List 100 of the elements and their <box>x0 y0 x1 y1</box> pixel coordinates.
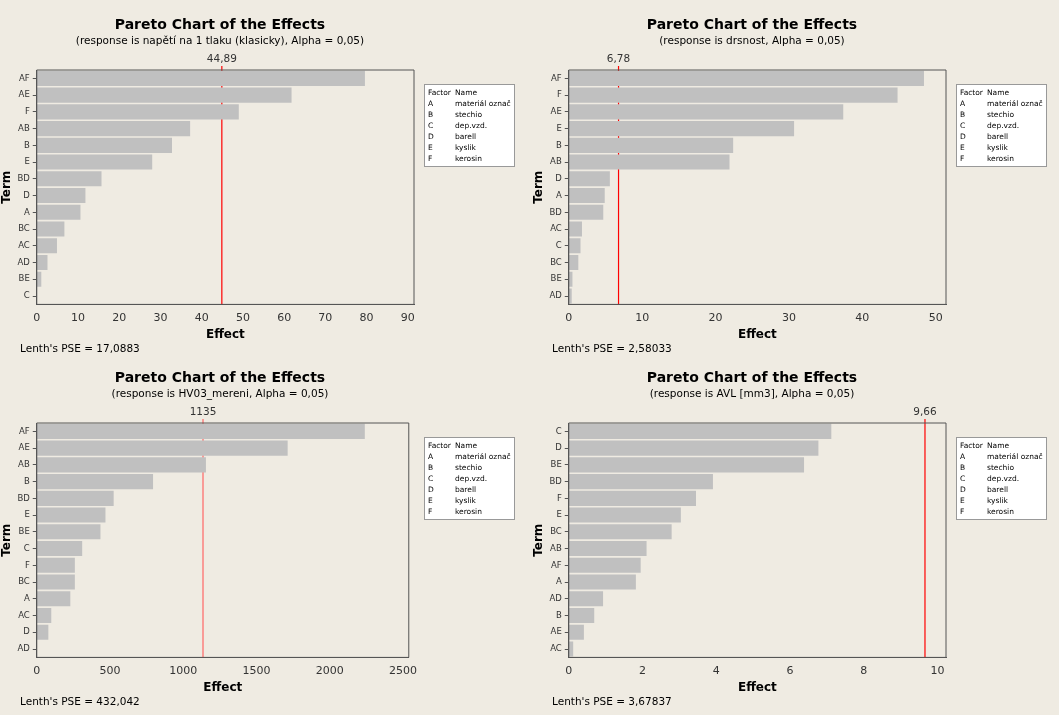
x-tick-label: 20 <box>112 310 127 324</box>
bar <box>568 188 605 204</box>
y-tick-label: AB <box>550 542 562 553</box>
y-tick-label: A <box>23 593 30 603</box>
y-tick-label: AF <box>551 72 562 83</box>
bar <box>36 255 48 271</box>
y-tick-label: E <box>24 509 30 520</box>
y-tick-label: B <box>555 609 562 620</box>
y-tick-label: AB <box>18 122 30 133</box>
x-tick-label: 60 <box>277 310 292 324</box>
y-tick-label: A <box>555 189 562 200</box>
x-axis-title: Effect <box>737 679 778 694</box>
y-tick-label: BD <box>17 173 31 184</box>
x-tick-label: 2500 <box>388 663 417 677</box>
bar <box>568 70 924 86</box>
bar <box>568 541 647 557</box>
bar <box>36 474 154 490</box>
y-tick-label: D <box>555 442 563 453</box>
y-tick-label: AC <box>550 643 562 654</box>
bar <box>36 121 191 137</box>
x-tick-label: 2000 <box>315 663 344 677</box>
x-tick-label: 6 <box>786 663 794 677</box>
y-tick-label: AF <box>19 72 30 83</box>
bar <box>36 70 365 86</box>
y-tick-label: AB <box>550 156 562 167</box>
y-tick-label: AC <box>550 223 562 234</box>
x-tick-label: 0 <box>565 310 573 324</box>
y-tick-label: AD <box>549 290 563 301</box>
y-tick-label: BD <box>17 492 31 503</box>
chart-subtitle: (response is HV03_mereni, Alpha = 0,05) <box>110 387 330 399</box>
bar <box>568 490 696 506</box>
x-tick-label: 2 <box>639 663 647 677</box>
y-tick-label: C <box>23 542 30 553</box>
y-tick-label: B <box>555 139 562 150</box>
y-tick-label: AD <box>17 643 31 654</box>
y-tick-label: D <box>555 173 563 184</box>
x-tick-label: 50 <box>928 310 943 324</box>
x-tick-label: 30 <box>781 310 796 324</box>
x-tick-label: 10 <box>635 310 650 324</box>
x-axis-title: Effect <box>203 679 243 694</box>
y-axis-title: Term <box>0 523 14 557</box>
x-tick-label: 50 <box>235 310 250 324</box>
bar <box>36 188 86 204</box>
x-tick-label: 30 <box>153 310 168 324</box>
y-tick-label: F <box>24 559 30 570</box>
bar <box>568 204 604 220</box>
y-tick-label: B <box>23 139 30 150</box>
y-tick-label: AD <box>17 256 31 267</box>
y-tick-label: F <box>24 106 30 117</box>
y-tick-label: C <box>555 425 562 436</box>
y-tick-label: B <box>23 475 30 486</box>
x-tick-label: 10 <box>71 310 85 324</box>
y-tick-label: AE <box>550 626 562 637</box>
y-tick-label: BD <box>549 206 563 217</box>
y-tick-label: AF <box>551 559 562 570</box>
chart-title: Pareto Chart of the Effects <box>113 369 327 385</box>
x-axis-title: Effect <box>737 326 778 341</box>
y-tick-label: C <box>23 290 30 301</box>
ref-line-label: 44,89 <box>206 52 237 65</box>
text: Lenth's PSE = 432,042 <box>20 695 140 707</box>
y-axis-title: Term <box>531 523 546 557</box>
chart-title: Pareto Chart of the Effects <box>645 16 859 32</box>
y-tick-label: E <box>556 509 562 520</box>
chart-subtitle: (response is AVL [mm3], Alpha = 0,05) <box>648 387 856 399</box>
y-tick-label: AE <box>550 106 562 117</box>
y-axis-title: Term <box>531 170 546 204</box>
y-tick-label: E <box>556 122 562 133</box>
chart-title: Pareto Chart of the Effects <box>113 16 327 32</box>
y-tick-label: BC <box>550 256 562 267</box>
x-tick-label: 20 <box>708 310 723 324</box>
bar <box>568 121 795 137</box>
y-tick-label: BE <box>550 273 562 284</box>
x-tick-label: 90 <box>400 310 415 324</box>
x-tick-label: 40 <box>194 310 209 324</box>
chart-subtitle: (response is napětí na 1 tlaku (klasicky), Alpha = 0,05) <box>74 34 366 46</box>
chart-subtitle: (response is drsnost, Alpha = 0,05) <box>658 34 846 46</box>
bar <box>568 557 641 573</box>
x-tick-label: 1000 <box>169 663 198 677</box>
bar <box>36 204 81 220</box>
x-tick-label: 1500 <box>242 663 271 677</box>
bar <box>36 137 172 153</box>
bar <box>36 490 114 506</box>
bar <box>568 423 832 439</box>
bar <box>36 557 75 573</box>
y-tick-label: A <box>555 576 562 587</box>
y-tick-label: BD <box>549 475 563 486</box>
y-tick-label: BE <box>550 459 562 470</box>
x-tick-label: 10 <box>930 663 945 677</box>
text: Lenth's PSE = 2,58033 <box>552 342 672 354</box>
ref-line-label: 1135 <box>189 405 217 418</box>
x-tick-label: 70 <box>318 310 333 324</box>
y-tick-label: A <box>23 206 30 217</box>
bar <box>36 423 365 439</box>
y-tick-label: AF <box>19 425 30 436</box>
y-tick-label: F <box>556 492 562 503</box>
text: Lenth's PSE = 17,0883 <box>20 342 140 354</box>
x-tick-label: 0 <box>33 663 41 677</box>
x-tick-label: 500 <box>99 663 121 677</box>
bar <box>568 608 595 624</box>
bar <box>36 608 52 624</box>
